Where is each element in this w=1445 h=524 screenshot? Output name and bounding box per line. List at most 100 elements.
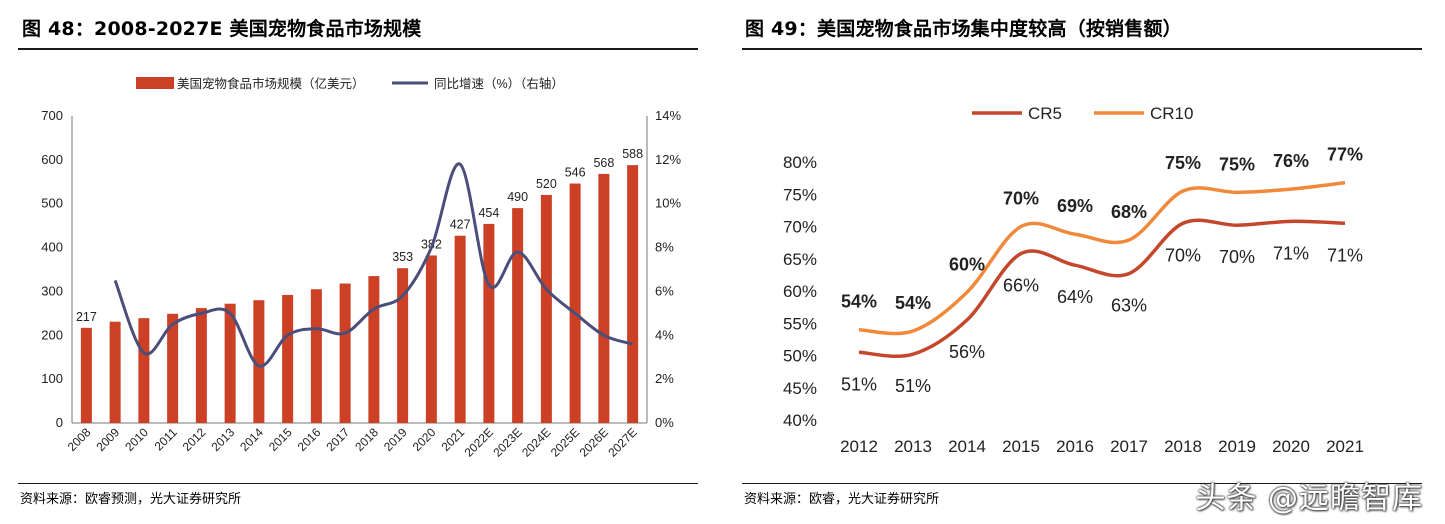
x-tick-label: 2018 [352, 425, 381, 454]
x-tick-label: 2019 [1218, 437, 1256, 456]
y-tick-label: 75% [783, 185, 817, 204]
cr10-data-label: 70% [1003, 189, 1039, 209]
bar-market-size [167, 313, 179, 423]
x-tick-label: 2021 [1326, 437, 1364, 456]
cr10-data-label: 76% [1273, 151, 1309, 171]
bar-data-label: 520 [536, 177, 557, 191]
x-tick-label: 2020 [1272, 437, 1310, 456]
cr10-data-label: 54% [841, 292, 877, 312]
bar-market-size [425, 255, 437, 423]
cr5-data-label: 64% [1057, 287, 1093, 307]
bar-market-size [109, 321, 121, 423]
bar-market-size [282, 294, 294, 423]
x-tick-label: 2012 [180, 425, 209, 454]
market-size-chart: 0 100 200 300 400 500 600 700 0% 2% 4% 6% 8% 10% 12% 14… [41, 76, 681, 460]
x-tick-label: 2014 [237, 425, 266, 454]
y-tick-label: 55% [783, 314, 817, 333]
x-tick-label: 2015 [266, 425, 295, 454]
cr5-line [858, 218, 1346, 358]
cr10-data-label: 77% [1327, 145, 1363, 165]
x-tick-label: 2011 [152, 425, 180, 453]
bar-data-label: 588 [622, 147, 643, 161]
x-tick-label: 2013 [208, 425, 237, 454]
left-title-rule [18, 48, 698, 50]
x-tick-label: 2017 [1110, 437, 1148, 456]
left-y-tick-label: 100 [41, 371, 63, 386]
x-tick-label: 2016 [295, 425, 324, 454]
y-tick-label: 70% [783, 218, 817, 237]
legend-label-growth-rate: 同比增速（%）（右轴） [434, 76, 564, 91]
x-tick-label: 2022E [462, 425, 496, 459]
right-y-tick-label: 2% [655, 371, 674, 386]
bar-market-size [224, 303, 236, 423]
left-y-tick-label: 400 [41, 240, 63, 255]
right-y-tick-label: 14% [655, 108, 681, 123]
y-tick-label: 60% [783, 282, 817, 301]
left-y-tick-label: 700 [41, 108, 63, 123]
cr10-data-label: 60% [949, 254, 985, 274]
left-y-tick-label: 300 [41, 283, 63, 298]
right-source-note: 资料来源：欧睿，光大证券研究所 [744, 492, 940, 507]
y-tick-label: 40% [783, 411, 817, 430]
bar-market-size [195, 308, 207, 423]
right-source-rule [742, 483, 1422, 484]
left-y-tick-label: 600 [41, 152, 63, 167]
bar-market-size [310, 289, 322, 423]
x-tick-label: 2024E [519, 425, 553, 459]
bar-market-size [512, 208, 524, 423]
x-tick-label: 2018 [1164, 437, 1202, 456]
bar-data-label: 546 [565, 166, 586, 180]
x-tick-label: 2012 [840, 437, 878, 456]
cr5-data-label: 70% [1165, 245, 1201, 265]
legend-label-market-size: 美国宠物食品市场规模（亿美元） [177, 76, 365, 91]
x-tick-label: 2015 [1002, 437, 1040, 456]
cr5-data-label: 63% [1111, 296, 1147, 316]
x-tick-label: 2009 [93, 425, 122, 454]
left-y-tick-label: 200 [41, 327, 63, 342]
legend-label-cr10: CR10 [1150, 104, 1193, 123]
bar-data-label: 568 [593, 156, 614, 170]
right-y-tick-label: 8% [655, 240, 674, 255]
cr10-data-label: 68% [1111, 202, 1147, 222]
bar-market-size [339, 283, 351, 423]
cr10-data-label: 54% [895, 293, 931, 313]
y-tick-label: 50% [783, 347, 817, 366]
cr5-data-label: 56% [949, 342, 985, 362]
x-tick-label: 2023E [490, 425, 524, 459]
watermark-text: 头条 @远瞻智库 [1195, 481, 1423, 516]
cr5-data-label: 51% [841, 374, 877, 394]
bar-data-label: 490 [507, 190, 528, 204]
legend-swatch-market-size [136, 77, 174, 89]
bar-market-size [569, 183, 581, 423]
bar-market-size [138, 318, 150, 423]
x-tick-label: 2008 [65, 425, 94, 454]
bar-market-size [598, 173, 610, 423]
bar-market-size [253, 300, 265, 423]
right-title-rule [742, 48, 1422, 50]
bar-data-label: 353 [392, 250, 413, 264]
right-y-tick-label: 4% [655, 327, 674, 342]
left-source-rule [18, 483, 698, 484]
cr5-data-label: 71% [1327, 245, 1363, 265]
right-y-tick-label: 12% [655, 152, 681, 167]
legend-label-cr5: CR5 [1028, 104, 1062, 123]
right-y-tick-label: 0% [655, 415, 674, 430]
left-source-note: 资料来源：欧睿预测，光大证券研究所 [20, 492, 242, 507]
bar-market-size [80, 327, 92, 423]
x-tick-label: 2020 [410, 425, 439, 454]
y-tick-label: 45% [783, 379, 817, 398]
left-y-tick-label: 0 [56, 415, 63, 430]
bar-market-size [483, 223, 495, 423]
x-tick-label: 2016 [1056, 437, 1094, 456]
x-tick-label: 2010 [122, 425, 151, 454]
growth-rate-line [113, 162, 634, 368]
cr5-data-label: 70% [1219, 247, 1255, 267]
right-figure-title: 图 49：美国宠物食品市场集中度较高（按销售额） [745, 18, 1182, 40]
x-tick-label: 2017 [323, 425, 352, 454]
x-tick-label: 2013 [894, 437, 932, 456]
bar-data-label: 427 [450, 218, 471, 232]
x-tick-label: 2026E [577, 425, 611, 459]
left-figure-panel: 图 48：2008-2027E 美国宠物食品市场规模 0 100 200 300 400… [0, 0, 720, 524]
bar-data-label: 454 [478, 206, 499, 220]
cr10-data-label: 69% [1057, 196, 1093, 216]
